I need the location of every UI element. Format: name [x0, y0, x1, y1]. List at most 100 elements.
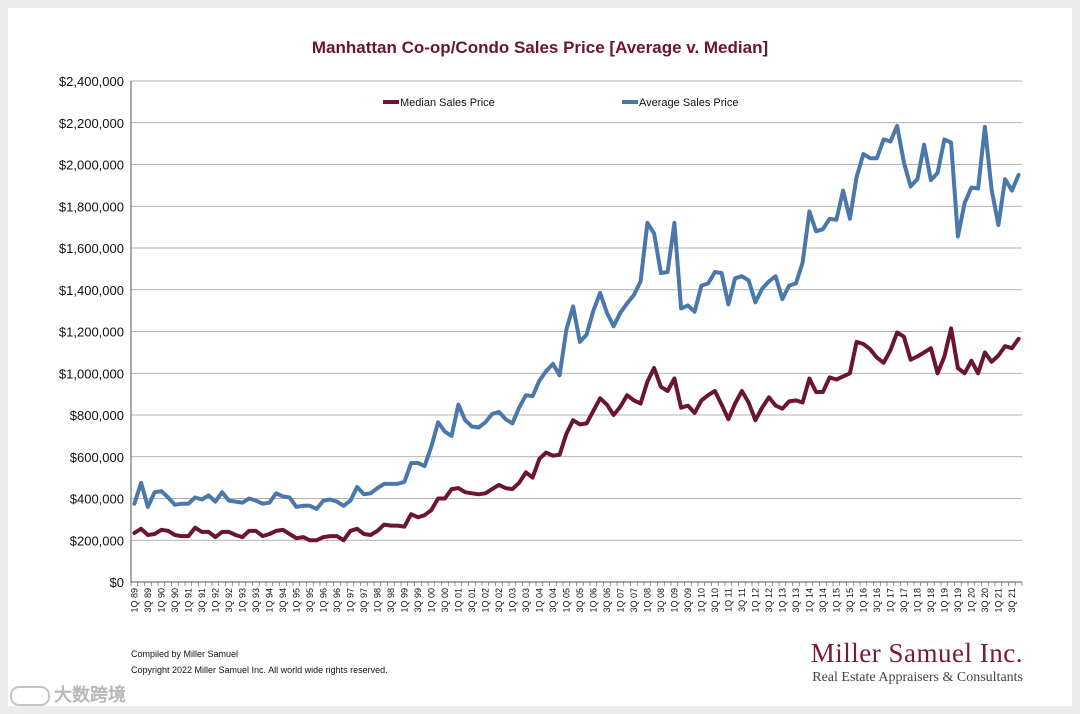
x-tick-label: 1Q 06	[588, 588, 598, 613]
data-point-median-sales-price	[220, 530, 224, 534]
chart-title: Manhattan Co-op/Condo Sales Price [Avera…	[311, 38, 769, 57]
data-point-median-sales-price	[855, 340, 858, 344]
data-point-median-sales-price	[612, 413, 615, 417]
data-point-median-sales-price	[416, 516, 420, 519]
data-point-average-sales-price	[193, 496, 197, 499]
data-point-average-sales-price	[673, 221, 676, 225]
x-tick-label: 3Q 91	[197, 588, 207, 613]
data-point-median-sales-price	[146, 533, 150, 537]
data-point-median-sales-price	[997, 354, 1000, 357]
data-point-median-sales-price	[247, 529, 251, 533]
data-point-average-sales-price	[592, 309, 595, 312]
x-tick-label: 3Q 15	[845, 588, 855, 613]
data-point-average-sales-price	[970, 186, 973, 189]
x-tick-label: 3Q 02	[494, 588, 504, 613]
y-tick-label: $200,000	[70, 533, 124, 548]
x-tick-label: 1Q 90	[156, 588, 166, 613]
y-tick-label: $600,000	[70, 450, 124, 465]
x-tick-label: 1Q 01	[453, 588, 463, 613]
data-point-median-sales-price	[679, 406, 683, 409]
data-point-average-sales-price	[504, 417, 507, 421]
data-point-median-sales-price	[403, 525, 406, 528]
data-point-average-sales-price	[686, 304, 690, 307]
x-tick-label: 3Q 03	[521, 588, 531, 613]
data-point-median-sales-price	[821, 390, 825, 394]
data-point-median-sales-price	[200, 530, 204, 534]
data-point-average-sales-price	[268, 501, 271, 504]
x-tick-label: 3Q 95	[305, 588, 315, 613]
data-point-median-sales-price	[1010, 347, 1014, 350]
data-point-average-sales-price	[598, 291, 602, 295]
x-tick-label: 3Q 17	[899, 588, 909, 613]
data-point-average-sales-price	[288, 496, 291, 499]
data-point-median-sales-price	[895, 331, 899, 334]
data-point-median-sales-price	[632, 399, 636, 402]
data-point-average-sales-price	[835, 218, 838, 222]
x-tick-label: 3Q 96	[332, 588, 342, 613]
x-tick-label: 1Q 12	[750, 588, 760, 613]
data-point-median-sales-price	[288, 532, 291, 536]
data-point-median-sales-price	[423, 514, 426, 517]
data-point-median-sales-price	[234, 533, 237, 537]
data-point-average-sales-price	[430, 445, 433, 448]
data-point-average-sales-price	[1017, 173, 1020, 177]
data-point-median-sales-price	[868, 348, 872, 351]
data-point-average-sales-price	[342, 504, 345, 508]
x-tick-label: 1Q 05	[561, 588, 571, 613]
data-point-median-sales-price	[605, 403, 609, 406]
data-point-average-sales-price	[787, 284, 791, 287]
data-point-median-sales-price	[976, 372, 980, 375]
data-point-average-sales-price	[821, 228, 825, 231]
data-point-average-sales-price	[875, 157, 879, 160]
data-point-average-sales-price	[814, 230, 818, 233]
data-point-median-sales-price	[889, 349, 892, 352]
data-point-average-sales-price	[470, 425, 474, 428]
y-tick-label: $1,800,000	[59, 199, 124, 214]
data-point-average-sales-price	[497, 410, 501, 414]
data-point-median-sales-price	[281, 528, 285, 532]
data-point-average-sales-price	[133, 502, 136, 505]
data-point-average-sales-price	[774, 274, 777, 278]
data-point-median-sales-price	[470, 492, 474, 495]
x-tick-label: 3Q 90	[170, 588, 180, 613]
data-point-average-sales-price	[929, 178, 933, 182]
data-point-median-sales-price	[666, 389, 669, 393]
data-point-average-sales-price	[524, 393, 528, 397]
data-point-median-sales-price	[193, 526, 197, 529]
data-point-average-sales-price	[612, 325, 615, 328]
x-tick-label: 3Q 16	[872, 588, 882, 613]
compiled-by-note: Compiled by Miller Samuel	[131, 649, 239, 659]
data-point-median-sales-price	[187, 534, 190, 538]
x-tick-label: 1Q 93	[237, 588, 247, 613]
data-point-median-sales-price	[720, 403, 723, 406]
data-point-median-sales-price	[909, 358, 912, 361]
watermark-logo-icon	[10, 686, 50, 707]
data-point-median-sales-price	[774, 404, 777, 407]
legend-label-median-sales-price: Median Sales Price	[400, 97, 495, 109]
data-point-average-sales-price	[713, 270, 717, 274]
data-point-average-sales-price	[362, 493, 366, 496]
x-tick-label: 1Q 04	[534, 588, 544, 613]
data-point-average-sales-price	[956, 235, 960, 238]
data-point-average-sales-price	[274, 492, 278, 495]
data-point-average-sales-price	[139, 481, 143, 485]
x-tick-label: 3Q 01	[467, 588, 477, 613]
data-point-average-sales-price	[720, 271, 723, 275]
data-point-average-sales-price	[943, 138, 946, 141]
x-tick-label: 3Q 09	[683, 588, 693, 613]
data-point-average-sales-price	[963, 201, 966, 205]
data-point-average-sales-price	[639, 280, 642, 283]
data-point-median-sales-price	[970, 359, 973, 362]
data-point-average-sales-price	[632, 293, 636, 297]
y-tick-label: $1,000,000	[59, 366, 124, 381]
data-point-average-sales-price	[740, 274, 744, 278]
data-point-median-sales-price	[301, 535, 305, 539]
data-point-median-sales-price	[727, 417, 730, 421]
data-point-median-sales-price	[274, 529, 278, 533]
data-point-average-sales-price	[281, 495, 285, 498]
data-point-median-sales-price	[713, 389, 717, 393]
data-point-median-sales-price	[801, 401, 804, 404]
data-point-median-sales-price	[1017, 337, 1020, 341]
y-tick-label: $1,400,000	[59, 283, 124, 298]
